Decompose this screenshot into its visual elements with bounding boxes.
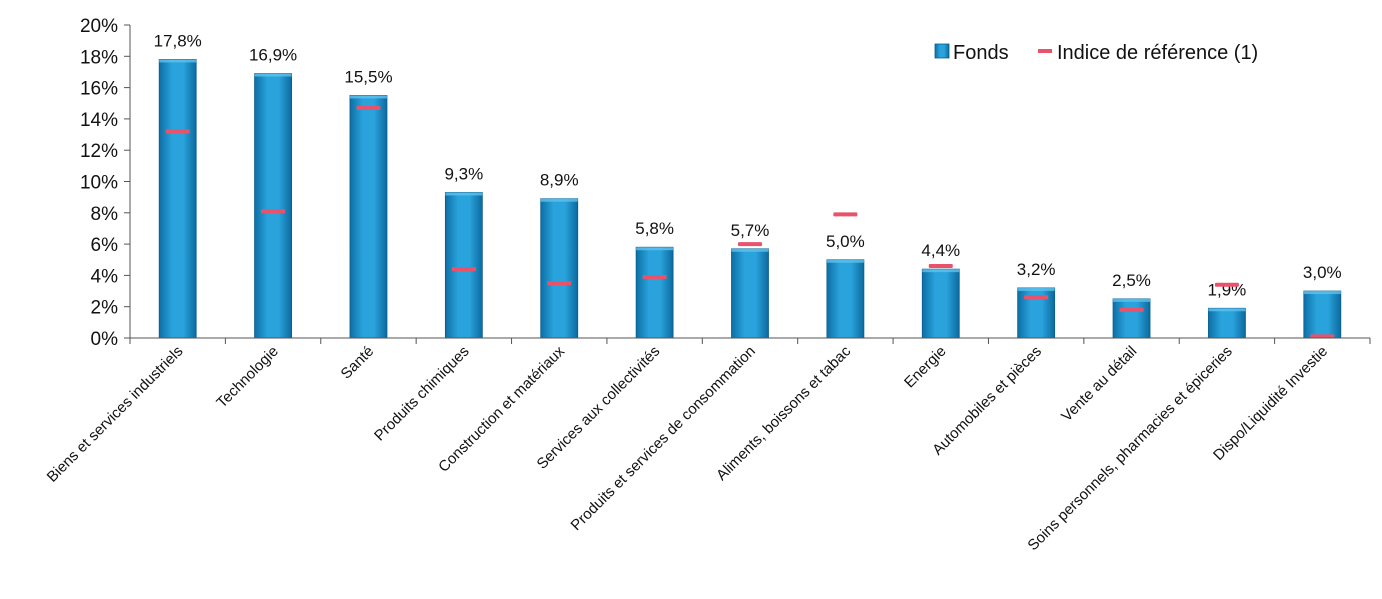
benchmark-marker — [547, 281, 572, 286]
legend-indice-label: Indice de référence (1) — [1057, 42, 1258, 64]
category-label: Biens et services industriels — [44, 343, 187, 486]
y-tick-label: 6% — [91, 235, 119, 256]
bar-fonds — [1208, 307, 1246, 339]
y-tick-label: 18% — [80, 47, 118, 68]
benchmark-markers — [165, 105, 1335, 339]
legend-fonds-swatch — [934, 43, 950, 59]
bar-data-label: 16,9% — [249, 46, 297, 65]
bar-data-label: 17,8% — [154, 31, 202, 50]
bar-fonds — [1303, 290, 1342, 339]
bar-fonds-top — [731, 248, 769, 252]
benchmark-marker — [165, 129, 190, 134]
legend-fonds-label: Fonds — [953, 42, 1009, 64]
fonds-bars: 17,8% 16,9% 15,5% 9,3% 8,9% 5,8% 5,7% 5,0% 4,4% 3… — [154, 31, 1342, 339]
bar-data-label: 4,4% — [921, 241, 960, 260]
bar-data-label: 3,0% — [1303, 263, 1342, 282]
bar-fonds-top — [1208, 308, 1246, 312]
y-tick-label: 20% — [80, 16, 118, 37]
benchmark-marker — [451, 267, 476, 272]
bar-fonds-top — [826, 259, 864, 263]
category-label: Produits et services de consommation — [568, 343, 759, 534]
category-label: Soins personnels, pharmacies et épicerie… — [1024, 343, 1235, 554]
y-tick-label: 4% — [91, 266, 119, 287]
y-tick-label: 12% — [80, 141, 118, 162]
bar-fonds — [826, 259, 865, 339]
bar-data-label: 15,5% — [344, 67, 392, 86]
bar-fonds — [540, 198, 579, 339]
bar-data-label: 5,7% — [731, 221, 770, 240]
bar-fonds-top — [1113, 298, 1151, 302]
bar-fonds-top — [1017, 287, 1055, 291]
legend: Fonds Indice de référence (1) — [934, 42, 1258, 64]
bar-fonds-top — [349, 95, 387, 99]
benchmark-marker — [1310, 334, 1335, 339]
bar-fonds — [635, 246, 674, 339]
category-label: Technologie — [213, 343, 282, 412]
legend-indice-swatch — [1038, 49, 1052, 53]
y-axis: 0% 2% 4% 6% 8% 10% 12% 14% 16% 18% 20% — [80, 16, 131, 350]
category-label: Santé — [338, 343, 378, 383]
benchmark-marker — [738, 242, 762, 247]
bar-fonds — [921, 268, 960, 339]
category-label: Produits chimiques — [371, 343, 473, 445]
bar-data-label: 5,8% — [635, 219, 674, 238]
benchmark-marker — [833, 212, 858, 217]
benchmark-marker — [1119, 307, 1144, 312]
bar-fonds — [731, 248, 769, 339]
bar-fonds-top — [922, 269, 960, 273]
y-tick-label: 10% — [80, 173, 118, 194]
bar-fonds — [158, 59, 197, 339]
benchmark-marker — [356, 105, 381, 110]
x-axis: Biens et services industriels Technologie… — [44, 337, 1371, 554]
bar-fonds-top — [1303, 291, 1341, 295]
bar-data-label: 3,2% — [1017, 260, 1056, 279]
bar-data-label: 5,0% — [826, 232, 865, 251]
y-tick-label: 0% — [91, 329, 119, 350]
benchmark-marker — [261, 209, 286, 214]
bar-fonds-top — [254, 73, 292, 77]
bar-fonds — [349, 95, 388, 339]
benchmark-marker — [928, 264, 953, 269]
y-tick-label: 14% — [80, 110, 118, 131]
category-label: Vente au détail — [1058, 343, 1140, 425]
y-tick-label: 16% — [80, 79, 118, 100]
benchmark-marker — [1024, 295, 1049, 300]
bar-data-label: 2,5% — [1112, 271, 1151, 290]
bar-data-label: 9,3% — [444, 164, 483, 183]
bar-fonds-top — [540, 198, 578, 202]
bar-data-label: 8,9% — [540, 171, 579, 190]
bar-fonds — [1112, 298, 1151, 339]
benchmark-marker — [642, 274, 667, 279]
y-tick-label: 2% — [91, 298, 119, 319]
bar-fonds-top — [636, 247, 674, 251]
bar-fonds-top — [445, 192, 483, 196]
category-label: Energie — [901, 343, 950, 392]
category-label: Automobiles et pièces — [929, 343, 1045, 459]
y-tick-label: 8% — [91, 204, 119, 225]
bar-fonds-top — [159, 59, 197, 63]
benchmark-marker — [1214, 282, 1239, 287]
bar-fonds — [444, 192, 483, 339]
bar-fonds — [254, 73, 292, 339]
